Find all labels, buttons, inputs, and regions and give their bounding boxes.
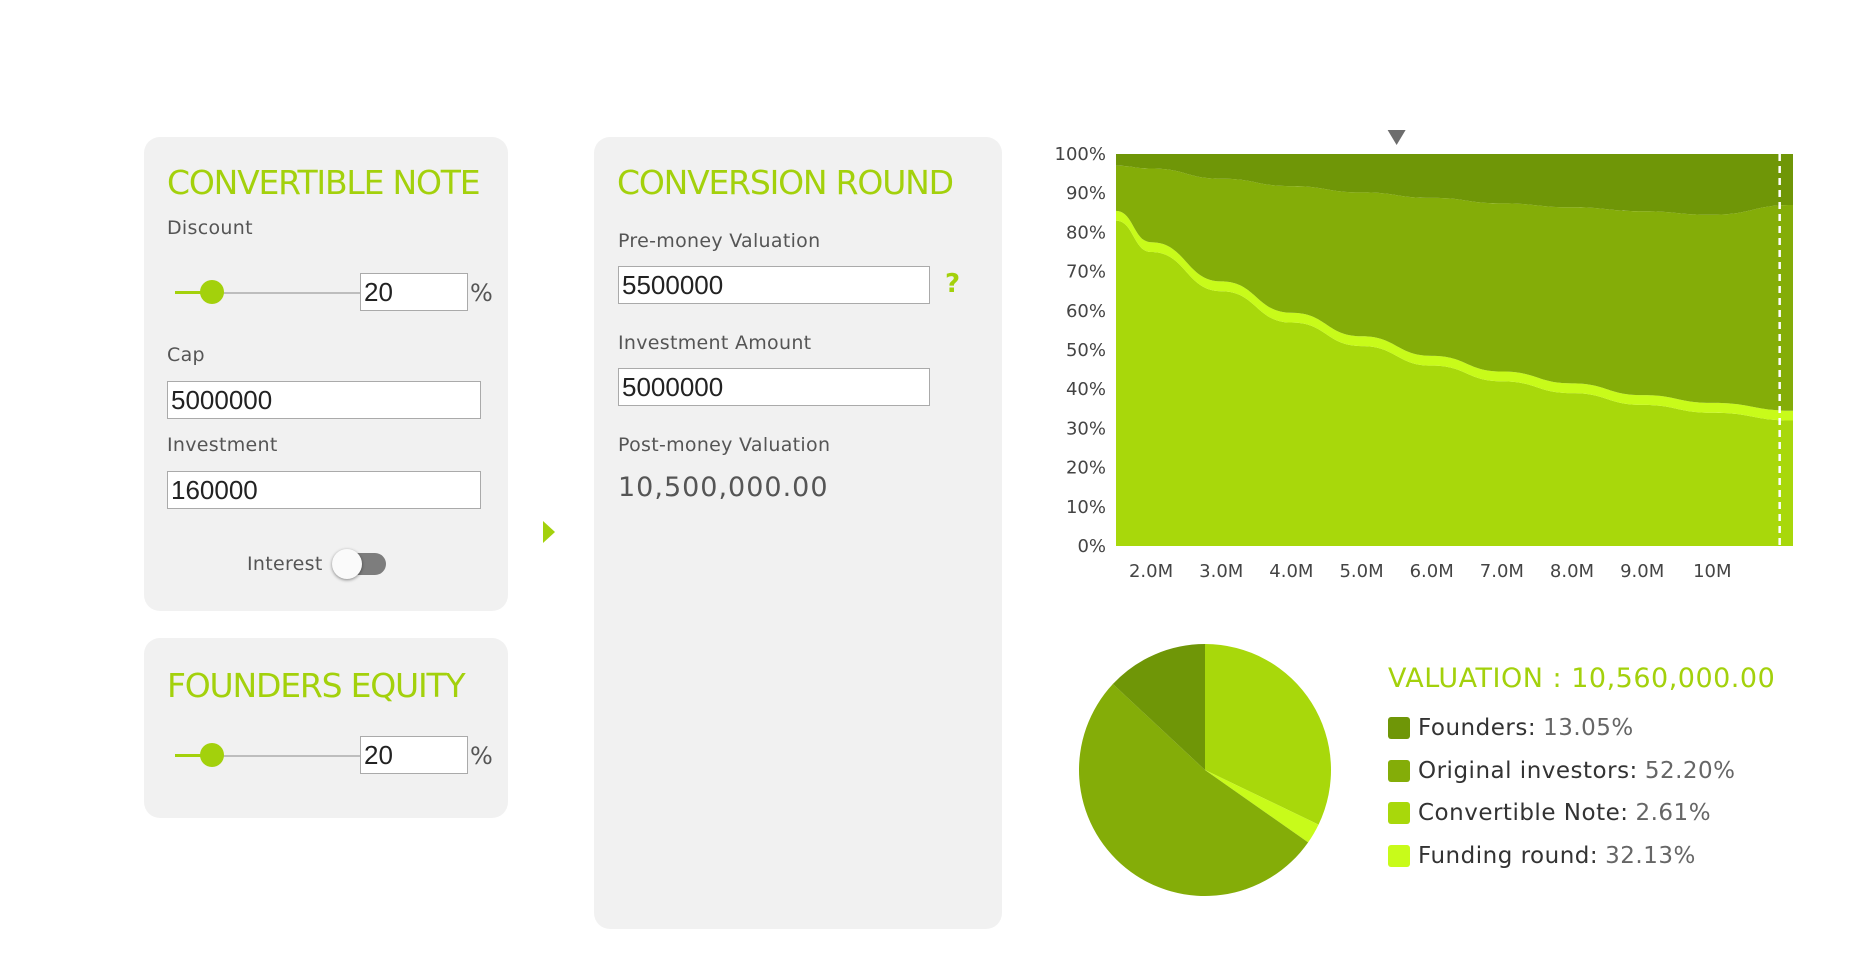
investment-input[interactable] — [167, 471, 481, 509]
y-tick-label: 80% — [1066, 222, 1106, 243]
legend-item: Convertible Note: 2.61% — [1388, 800, 1711, 826]
founders-equity-input[interactable] — [360, 736, 468, 774]
pie-slice — [1205, 644, 1331, 825]
discount-slider-track[interactable] — [175, 292, 361, 294]
founders-equity-unit: % — [470, 742, 493, 770]
pie-slice — [1079, 684, 1309, 896]
pre-money-help-icon[interactable]: ? — [945, 269, 961, 299]
investment-amount-label: Investment Amount — [618, 332, 812, 354]
legend-item: Founders: 13.05% — [1388, 715, 1634, 741]
flow-arrow-icon — [543, 521, 555, 543]
y-tick-label: 10% — [1066, 497, 1106, 518]
x-tick-label: 9.0M — [1620, 561, 1664, 582]
valuation-title: VALUATION : 10,560,000.00 — [1388, 663, 1776, 694]
discount-slider-fill — [175, 291, 212, 294]
discount-unit: % — [470, 279, 493, 307]
legend-value: 13.05% — [1543, 715, 1634, 741]
founders-equity-title: FOUNDERS EQUITY — [167, 666, 466, 705]
investment-label: Investment — [167, 434, 278, 456]
y-tick-label: 60% — [1066, 301, 1106, 322]
investment-amount-input[interactable] — [618, 368, 930, 406]
legend-swatch — [1388, 759, 1410, 782]
x-tick-label: 4.0M — [1269, 561, 1313, 582]
founders-slider-track[interactable] — [175, 755, 361, 757]
founders-equity-card — [144, 638, 508, 818]
ownership-pie-chart — [1079, 644, 1331, 896]
y-tick-label: 40% — [1066, 379, 1106, 400]
legend-value: 32.13% — [1605, 842, 1696, 869]
legend-name: Original investors: — [1418, 757, 1638, 784]
discount-label: Discount — [167, 217, 253, 239]
pie-slice — [1205, 770, 1319, 843]
legend-item: Original investors: 52.20% — [1388, 758, 1736, 784]
y-tick-label: 30% — [1066, 418, 1106, 439]
cap-input[interactable] — [167, 381, 481, 419]
area-series-original_investors — [1116, 165, 1793, 411]
y-tick-label: 0% — [1077, 536, 1106, 557]
interest-toggle-knob[interactable] — [332, 549, 362, 579]
discount-input[interactable] — [360, 273, 468, 311]
area-series-founders — [1116, 154, 1793, 215]
legend-name: Convertible Note: — [1418, 800, 1629, 826]
discount-slider-thumb[interactable] — [200, 280, 224, 304]
legend-value: 2.61% — [1635, 800, 1712, 826]
convertible-note-title: CONVERTIBLE NOTE — [167, 163, 481, 202]
area-series-convertible_note — [1116, 220, 1793, 546]
legend-swatch — [1388, 844, 1410, 867]
y-tick-label: 20% — [1066, 458, 1106, 479]
founders-slider-fill — [175, 754, 212, 757]
x-tick-label: 10M — [1693, 561, 1731, 582]
x-tick-label: 7.0M — [1480, 561, 1524, 582]
y-tick-label: 50% — [1066, 340, 1106, 361]
legend-swatch — [1388, 802, 1410, 824]
ownership-area-chart[interactable]: 100% 90% 80% 70% 60% 50% 40% 30% 20% 10% 0% 2.0M 3.0… — [1030, 120, 1810, 590]
cap-label: Cap — [167, 344, 205, 366]
y-tick-label: 70% — [1066, 262, 1106, 283]
pre-money-label: Pre-money Valuation — [618, 230, 821, 252]
legend-swatch — [1388, 717, 1410, 739]
x-tick-label: 3.0M — [1199, 561, 1243, 582]
legend-name: Founders: — [1418, 715, 1537, 741]
interest-label: Interest — [247, 553, 323, 575]
x-tick-label: 8.0M — [1550, 561, 1594, 582]
x-tick-label: 6.0M — [1410, 561, 1454, 582]
legend-value: 52.20% — [1644, 757, 1736, 784]
convertible-note-card — [144, 137, 508, 611]
legend-name: Funding round: — [1418, 842, 1599, 869]
y-tick-label: 100% — [1055, 144, 1106, 165]
founders-slider-thumb[interactable] — [200, 743, 224, 767]
pre-money-input[interactable] — [618, 266, 930, 304]
post-money-value: 10,500,000.00 — [618, 472, 829, 503]
valuation-marker-icon[interactable] — [1387, 130, 1406, 145]
y-tick-label: 90% — [1066, 183, 1106, 204]
x-tick-label: 5.0M — [1339, 561, 1383, 582]
legend-item: Funding round: 32.13% — [1388, 843, 1696, 869]
pie-slice — [1112, 644, 1205, 770]
conversion-round-title: CONVERSION ROUND — [617, 163, 954, 202]
conversion-round-card — [594, 137, 1002, 929]
x-tick-label: 2.0M — [1129, 561, 1173, 582]
post-money-label: Post-money Valuation — [618, 434, 831, 456]
